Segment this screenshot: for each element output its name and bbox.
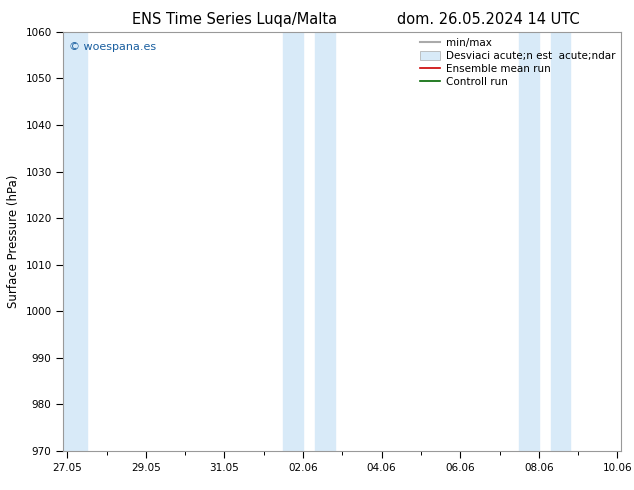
Y-axis label: Surface Pressure (hPa): Surface Pressure (hPa) [7, 174, 20, 308]
Bar [283, 32, 303, 451]
Text: © woespana.es: © woespana.es [69, 42, 156, 52]
Bar [63, 32, 87, 451]
Text: dom. 26.05.2024 14 UTC: dom. 26.05.2024 14 UTC [397, 12, 579, 27]
Legend: min/max, Desviaci acute;n est  acute;ndar, Ensemble mean run, Controll run: min/max, Desviaci acute;n est acute;ndar… [415, 34, 619, 91]
Bar [315, 32, 335, 451]
Bar [519, 32, 539, 451]
Bar [550, 32, 570, 451]
Text: ENS Time Series Luqa/Malta: ENS Time Series Luqa/Malta [132, 12, 337, 27]
